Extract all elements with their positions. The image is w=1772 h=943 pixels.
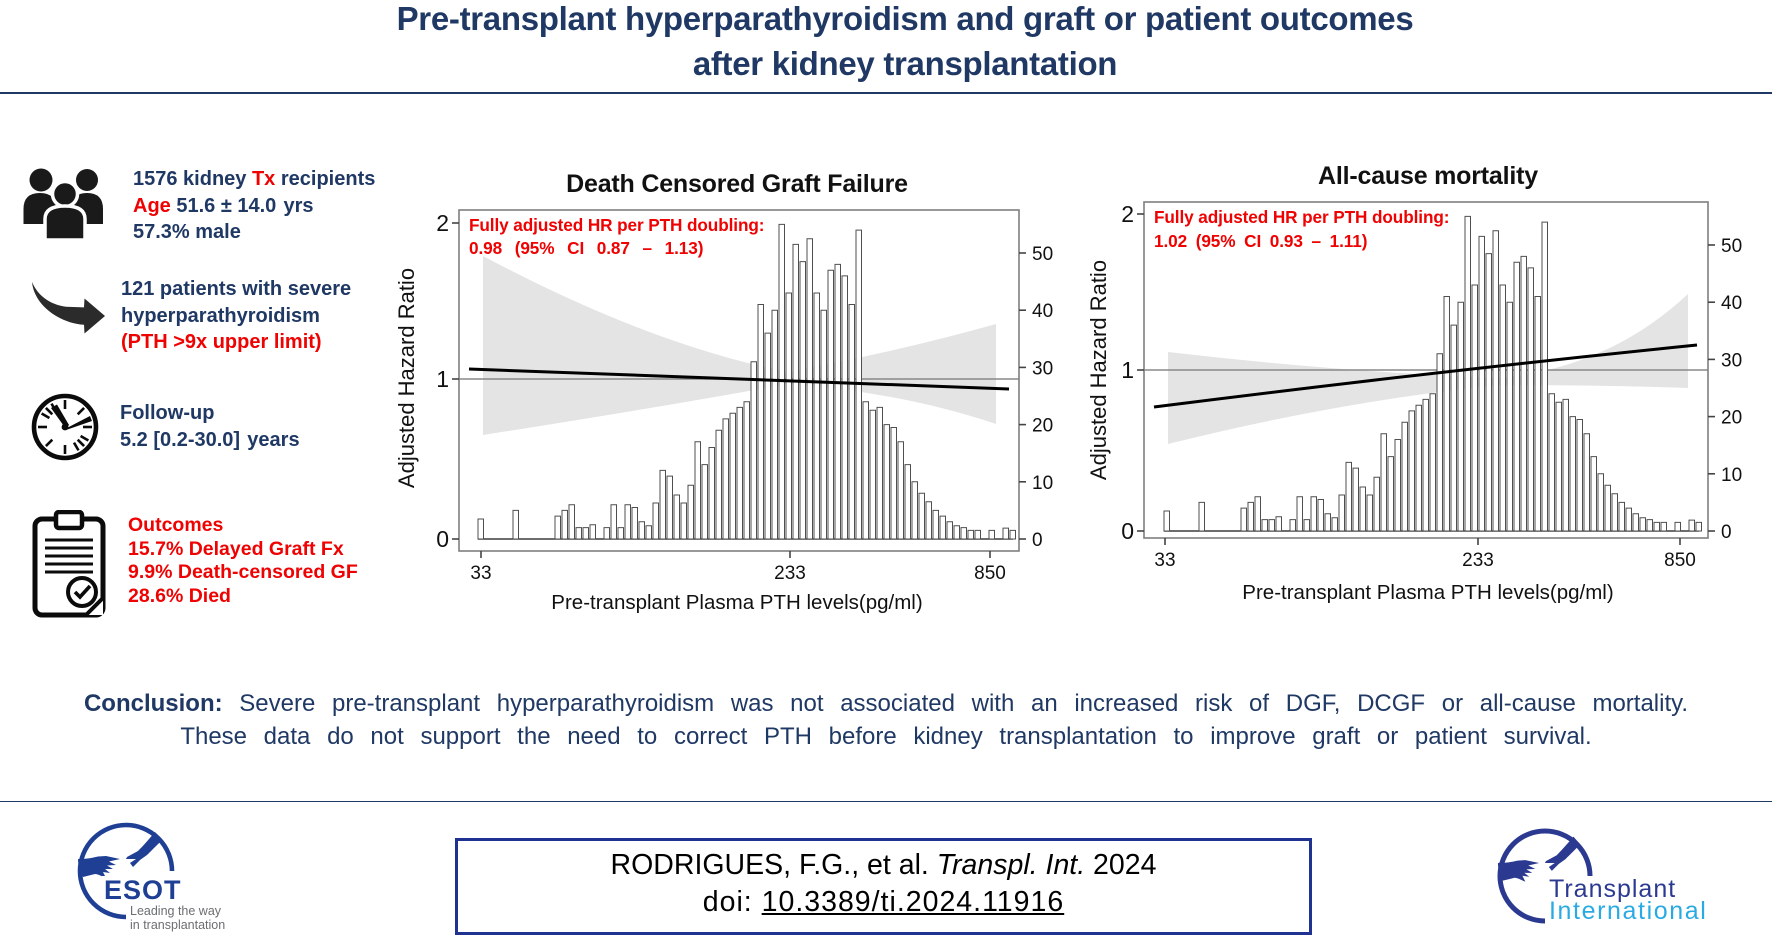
svg-text:Death Censored Graft Failure: Death Censored Graft Failure — [566, 170, 908, 198]
svg-text:20: 20 — [1721, 408, 1742, 429]
svg-text:Pre-transplant Plasma PTH leve: Pre-transplant Plasma PTH levels(pg/ml) — [1242, 581, 1613, 604]
svg-text:Adjusted Hazard Ratio: Adjusted Hazard Ratio — [1086, 260, 1111, 480]
svg-text:2: 2 — [436, 210, 449, 236]
svg-text:Fully adjusted HR per PTH doub: Fully adjusted HR per PTH doubling: — [469, 215, 764, 235]
svg-text:Pre-transplant Plasma PTH leve: Pre-transplant Plasma PTH levels(pg/ml) — [551, 591, 922, 614]
svg-text:30: 30 — [1032, 358, 1053, 379]
svg-text:0: 0 — [1032, 530, 1043, 551]
svg-text:850: 850 — [1664, 550, 1696, 571]
svg-text:Fully adjusted HR per PTH doub: Fully adjusted HR per PTH doubling: — [1154, 207, 1449, 227]
svg-text:Leading the way: Leading the way — [130, 904, 222, 918]
svg-text:233: 233 — [774, 563, 806, 584]
svg-text:1: 1 — [1121, 357, 1134, 383]
svg-text:50: 50 — [1032, 244, 1053, 265]
svg-text:20: 20 — [1032, 416, 1053, 437]
svg-text:in transplantation: in transplantation — [130, 918, 225, 932]
svg-text:ESOT: ESOT — [104, 875, 182, 905]
svg-text:0.98 (95% CI 0.87 – 1.13): 0.98 (95% CI 0.87 – 1.13) — [469, 238, 703, 258]
svg-text:50: 50 — [1721, 236, 1742, 257]
svg-text:30: 30 — [1721, 350, 1742, 371]
svg-text:40: 40 — [1721, 293, 1742, 314]
svg-text:0: 0 — [436, 526, 449, 552]
svg-text:10: 10 — [1721, 465, 1742, 486]
svg-text:International: International — [1549, 897, 1707, 925]
svg-text:40: 40 — [1032, 301, 1053, 322]
svg-text:33: 33 — [1154, 550, 1175, 571]
svg-text:850: 850 — [974, 563, 1006, 584]
svg-text:10: 10 — [1032, 473, 1053, 494]
svg-text:0: 0 — [1121, 518, 1134, 544]
svg-text:233: 233 — [1462, 550, 1494, 571]
svg-text:2: 2 — [1121, 201, 1134, 227]
svg-text:All-cause mortality: All-cause mortality — [1318, 162, 1538, 190]
svg-text:0: 0 — [1721, 522, 1732, 543]
svg-text:Adjusted Hazard Ratio: Adjusted Hazard Ratio — [394, 268, 419, 488]
svg-text:33: 33 — [470, 563, 491, 584]
svg-text:1.02 (95% CI 0.93 – 1.11): 1.02 (95% CI 0.93 – 1.11) — [1154, 231, 1367, 251]
svg-text:Transplant: Transplant — [1549, 875, 1676, 903]
svg-text:1: 1 — [436, 366, 449, 392]
